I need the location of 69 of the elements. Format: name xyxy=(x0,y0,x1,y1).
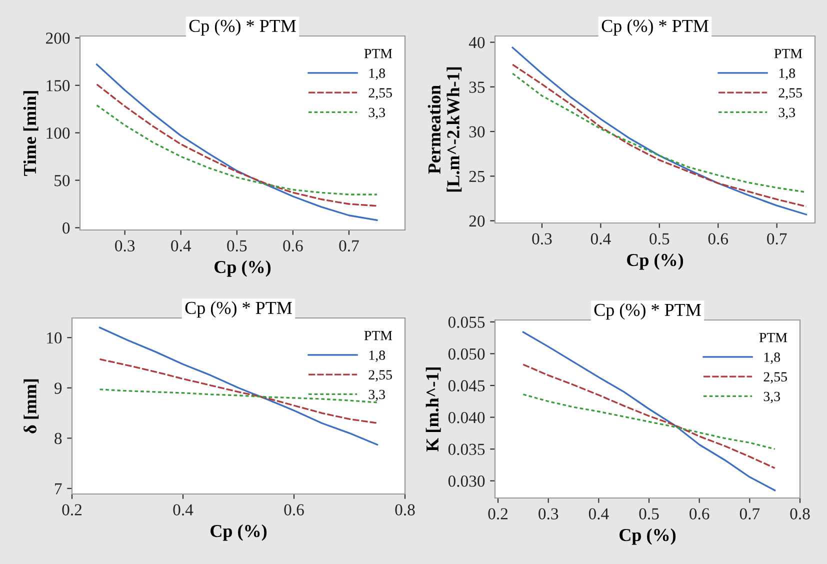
legend-title: PTM xyxy=(759,333,788,342)
y-tick-label: 50 xyxy=(54,174,70,186)
x-tick-label: 0.7 xyxy=(740,508,760,520)
y-axis-title: δ [mm] xyxy=(24,379,39,434)
y-tick-label: 100 xyxy=(46,128,70,139)
chart-title: Cp (%) * PTM xyxy=(602,19,708,36)
y-tick-label: 0 xyxy=(62,222,70,234)
x-tick-label: 0.3 xyxy=(532,233,552,245)
legend-title: PTM xyxy=(774,49,802,58)
x-tick-label: 0.5 xyxy=(639,508,659,520)
x-tick-label: 0.8 xyxy=(790,508,810,520)
y-tick-label: 30 xyxy=(469,126,485,138)
y-tick-label: 150 xyxy=(46,80,70,92)
legend-label: 1,8 xyxy=(779,68,796,80)
chart-title: Cp (%) * PTM xyxy=(594,303,701,320)
legend-label: 1,8 xyxy=(764,352,780,364)
y-tick-label: 7 xyxy=(55,483,62,494)
chart-title: Cp (%) * PTM xyxy=(189,19,296,36)
x-tick-label: 0.3 xyxy=(538,508,558,520)
chart-title: Cp (%) * PTM xyxy=(185,301,292,318)
x-axis-title: Cp (%) xyxy=(627,253,684,270)
x-tick-label: 0.6 xyxy=(284,504,304,516)
legend-label: 2,55 xyxy=(368,370,392,382)
x-tick-label: 0.5 xyxy=(227,240,247,252)
y-tick-label: 200 xyxy=(46,32,70,44)
y-tick-label: 9 xyxy=(54,382,62,394)
y-tick-label: 20 xyxy=(469,215,485,227)
x-tick-label: 0.4 xyxy=(590,233,611,245)
x-tick-label: 0.7 xyxy=(767,233,787,245)
x-tick-label: 0.2 xyxy=(62,504,82,516)
legend-label: 1,8 xyxy=(369,68,386,80)
y-tick-label: 0.040 xyxy=(448,412,485,424)
legend-label: 3,3 xyxy=(764,392,780,404)
legend-label: 1,8 xyxy=(369,350,386,362)
y-tick-label: 0.055 xyxy=(448,316,485,328)
y-axis-title: K [m.h^-1] xyxy=(426,367,441,452)
x-axis-title: Cp (%) xyxy=(620,528,676,545)
legend-title: PTM xyxy=(364,331,392,340)
x-tick-label: 0.4 xyxy=(171,240,192,252)
x-tick-label: 0.6 xyxy=(690,508,710,520)
x-tick-label: 0.5 xyxy=(650,233,670,245)
legend-label: 2,55 xyxy=(778,88,802,100)
legend-label: 3,3 xyxy=(368,108,386,120)
y-tick-label: 40 xyxy=(468,36,485,48)
legend-label: 2,55 xyxy=(764,372,787,384)
y-tick-label: 25 xyxy=(469,170,485,182)
x-tick-label: 0.3 xyxy=(115,240,135,252)
y-tick-label: 35 xyxy=(469,82,485,93)
y-tick-label: 0.045 xyxy=(448,380,485,392)
x-tick-label: 0.4 xyxy=(588,508,609,520)
legend-title: PTM xyxy=(364,49,392,58)
legend-label: 2,55 xyxy=(368,88,392,100)
y-tick-label: 0.030 xyxy=(448,476,485,487)
x-tick-label: 0.8 xyxy=(395,504,415,516)
y-tick-label: 8 xyxy=(54,432,62,444)
y-axis-title: Permeation [L.m^-2.kWh-1] xyxy=(428,67,462,192)
legend-label: 3,3 xyxy=(368,390,386,402)
legend-label: 3,3 xyxy=(778,108,796,120)
x-tick-label: 0.6 xyxy=(283,240,303,252)
x-axis-title: Cp (%) xyxy=(214,260,271,277)
x-tick-label: 0.4 xyxy=(173,504,194,516)
x-tick-label: 0.6 xyxy=(708,233,728,245)
y-axis-title: Time [min] xyxy=(23,91,38,176)
x-tick-label: 0.2 xyxy=(488,508,508,520)
y-tick-label: 10 xyxy=(47,332,62,344)
y-tick-label: 0.050 xyxy=(448,348,485,360)
x-axis-title: Cp (%) xyxy=(210,524,267,541)
y-tick-label: 0.035 xyxy=(448,444,485,456)
x-tick-label: 0.7 xyxy=(339,240,359,252)
